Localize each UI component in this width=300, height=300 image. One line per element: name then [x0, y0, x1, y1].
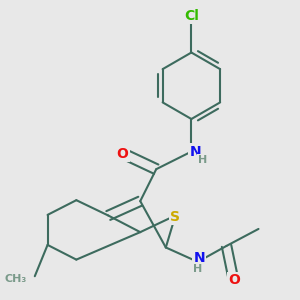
Text: H: H	[198, 154, 207, 165]
Text: H: H	[193, 264, 202, 274]
Text: N: N	[189, 145, 201, 159]
Text: O: O	[229, 273, 241, 287]
Text: Cl: Cl	[184, 9, 199, 23]
Text: O: O	[117, 147, 129, 161]
Text: CH₃: CH₃	[4, 274, 27, 284]
Text: S: S	[170, 210, 180, 224]
Text: N: N	[194, 251, 205, 265]
